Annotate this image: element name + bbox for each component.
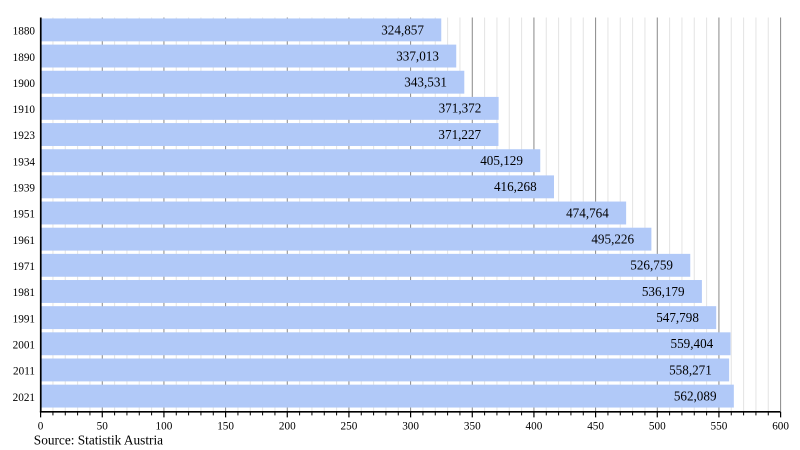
svg-text:1981: 1981 <box>13 287 35 299</box>
svg-text:1939: 1939 <box>13 183 36 195</box>
svg-text:1961: 1961 <box>13 235 35 247</box>
svg-text:500: 500 <box>649 421 666 433</box>
svg-text:350: 350 <box>464 421 481 433</box>
svg-text:550: 550 <box>711 421 728 433</box>
svg-text:Source: Statistik Austria: Source: Statistik Austria <box>34 432 163 447</box>
svg-text:562,089: 562,089 <box>674 388 717 403</box>
svg-text:416,268: 416,268 <box>494 179 537 194</box>
svg-text:250: 250 <box>341 421 358 433</box>
svg-text:337,013: 337,013 <box>396 48 439 63</box>
svg-text:2011: 2011 <box>13 366 35 378</box>
svg-text:1991: 1991 <box>13 313 35 325</box>
svg-text:450: 450 <box>587 421 604 433</box>
svg-text:371,372: 371,372 <box>439 101 482 116</box>
svg-text:1900: 1900 <box>13 78 36 90</box>
svg-text:100: 100 <box>156 421 173 433</box>
svg-text:526,759: 526,759 <box>630 258 673 273</box>
svg-text:1971: 1971 <box>13 261 35 273</box>
svg-text:2001: 2001 <box>13 339 35 351</box>
svg-text:371,227: 371,227 <box>438 127 481 142</box>
svg-text:558,271: 558,271 <box>669 362 712 377</box>
svg-text:0: 0 <box>38 421 44 433</box>
svg-text:1923: 1923 <box>13 130 36 142</box>
svg-text:536,179: 536,179 <box>642 284 685 299</box>
svg-text:1951: 1951 <box>13 209 35 221</box>
svg-text:1910: 1910 <box>13 104 36 116</box>
svg-text:324,857: 324,857 <box>381 22 424 37</box>
svg-text:400: 400 <box>526 421 543 433</box>
svg-text:474,764: 474,764 <box>566 205 609 220</box>
svg-text:600: 600 <box>772 421 789 433</box>
svg-text:559,404: 559,404 <box>671 336 714 351</box>
svg-text:1880: 1880 <box>13 26 36 38</box>
svg-text:1934: 1934 <box>13 156 36 168</box>
svg-text:300: 300 <box>402 421 419 433</box>
svg-text:405,129: 405,129 <box>480 153 523 168</box>
svg-text:150: 150 <box>217 421 234 433</box>
svg-text:547,798: 547,798 <box>656 310 699 325</box>
svg-text:1890: 1890 <box>13 52 36 64</box>
svg-text:50: 50 <box>97 421 109 433</box>
svg-text:200: 200 <box>279 421 296 433</box>
svg-text:343,531: 343,531 <box>404 75 447 90</box>
svg-text:2021: 2021 <box>13 392 35 404</box>
svg-text:495,226: 495,226 <box>591 232 634 247</box>
